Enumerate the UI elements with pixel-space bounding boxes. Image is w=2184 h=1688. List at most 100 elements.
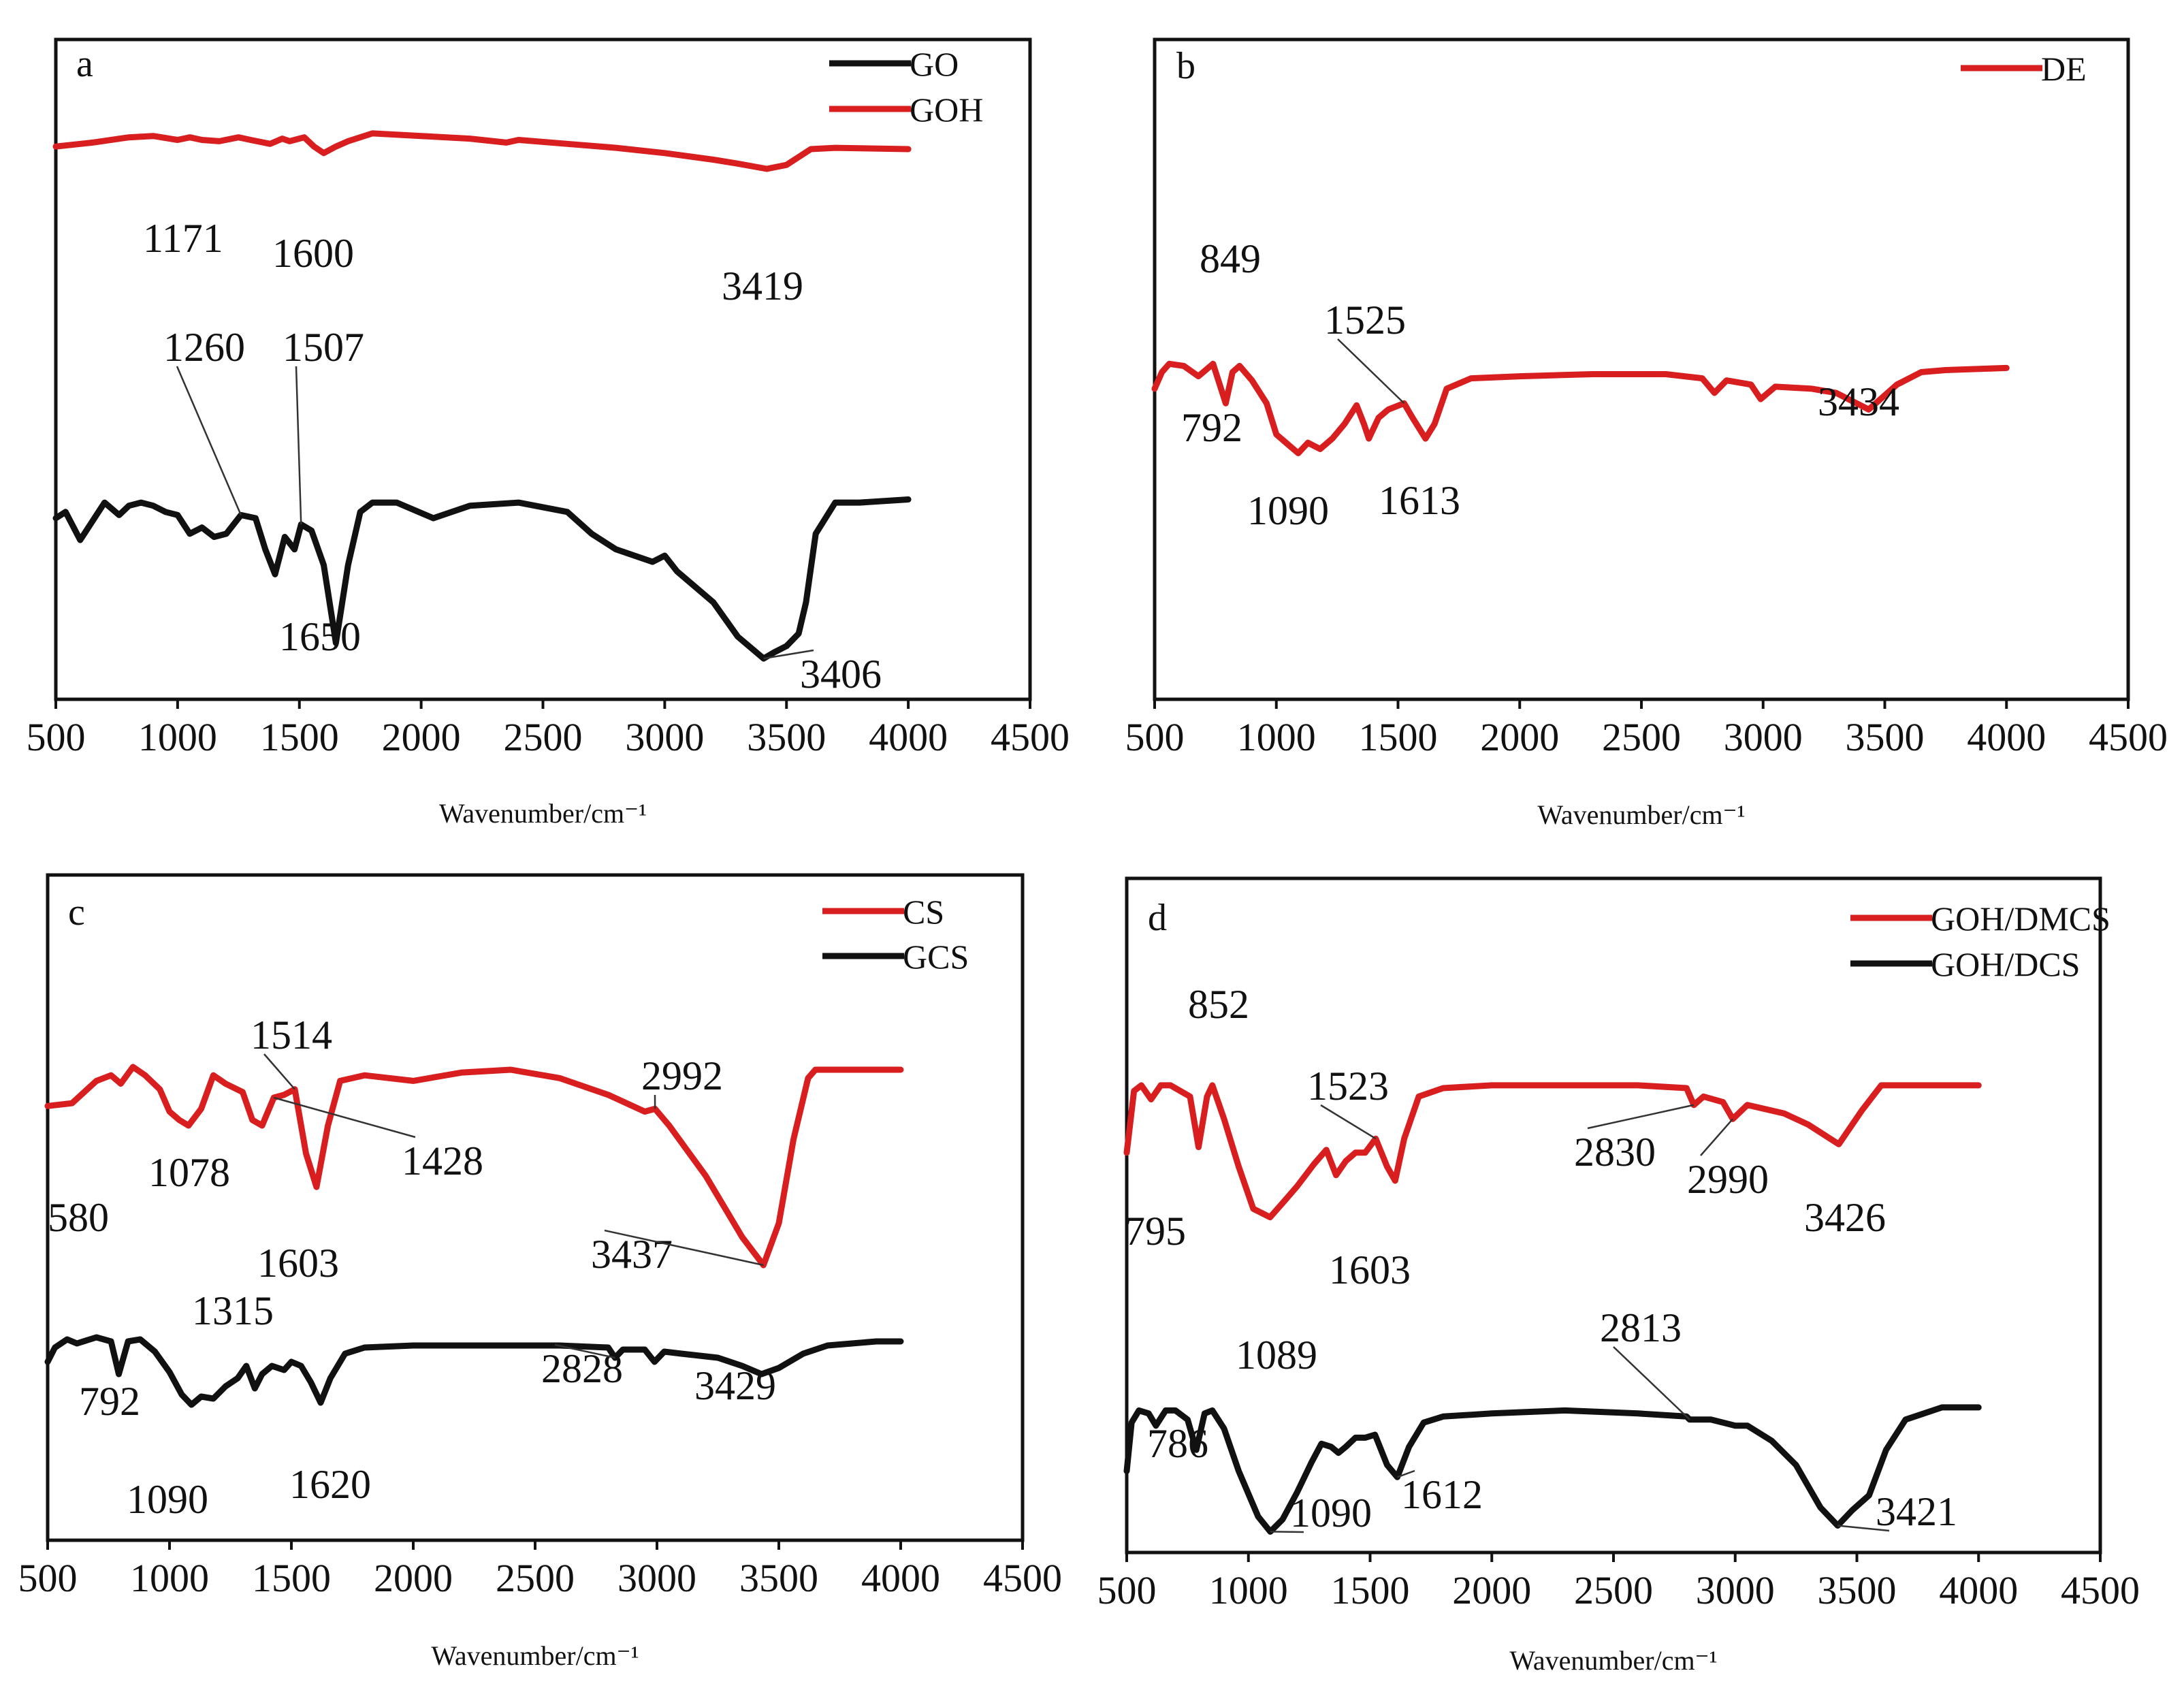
x-tick-label: 2500	[1574, 1568, 1653, 1612]
peak-label: 1089	[1236, 1333, 1317, 1378]
leader-line	[604, 1229, 764, 1267]
peak-label: 2828	[541, 1346, 623, 1391]
peak-label: 3406	[800, 652, 882, 697]
x-tick-label: 3500	[739, 1556, 818, 1600]
peak-label: 580	[48, 1195, 109, 1240]
peak-label: 1260	[163, 325, 245, 370]
x-tick-label: 4000	[869, 715, 948, 759]
peak-label: 1090	[127, 1477, 208, 1522]
x-tick-label: 4500	[983, 1556, 1062, 1600]
x-tick-label: 4500	[2089, 715, 2168, 759]
x-tick-label: 1000	[1209, 1568, 1288, 1612]
panel-a: 500 1000 1500 2000 2500 3000 3500 4000 4500 Waven…	[27, 37, 1070, 829]
peak-label: 1507	[283, 325, 364, 370]
x-tick-label: 1000	[138, 715, 217, 759]
panel-b: 500 1000 1500 2000 2500 3000 3500 4000 4500 Waven…	[1125, 37, 2168, 830]
legend-label: GOH/DMCS	[1931, 899, 2110, 938]
peak-label: 2990	[1687, 1157, 1769, 1202]
legend-label: GCS	[903, 938, 969, 976]
x-tick-label: 2000	[374, 1556, 453, 1600]
x-tick-label: 1000	[1237, 715, 1316, 759]
x-tick-label: 4500	[2061, 1568, 2140, 1612]
peak-label: 792	[1181, 405, 1242, 450]
spectrum-de	[1151, 360, 2010, 456]
x-tick-label: 3000	[1696, 1568, 1775, 1612]
leader-line	[176, 366, 242, 515]
x-tick-label: 4000	[1939, 1568, 2018, 1612]
x-tick-label: 4000	[861, 1556, 940, 1600]
x-tick-label: 4500	[991, 715, 1070, 759]
legend-label: GOH/DCS	[1931, 945, 2080, 983]
peak-label: 792	[79, 1379, 140, 1424]
leader-line	[1587, 1104, 1695, 1130]
x-tick-label: 1500	[1331, 1568, 1410, 1612]
x-tick-label: 1000	[130, 1556, 209, 1600]
leader-line	[273, 1096, 416, 1138]
spectrum-goh	[52, 130, 912, 172]
peak-label: 1315	[192, 1288, 274, 1333]
x-tick-label: 3500	[1846, 715, 1925, 759]
panel-letter: a	[76, 43, 93, 85]
peak-label: 1090	[1247, 488, 1329, 533]
x-tick-label: 3500	[1818, 1568, 1897, 1612]
leader-line	[1320, 1104, 1377, 1140]
peak-label: 1514	[251, 1013, 332, 1057]
peak-label: 1603	[1329, 1247, 1411, 1292]
peak-label: 2992	[641, 1053, 723, 1098]
peak-label: 1428	[402, 1138, 483, 1183]
x-tick-label: 3000	[617, 1556, 696, 1600]
peak-label: 1090	[1290, 1491, 1372, 1535]
x-tick-label: 2000	[382, 715, 461, 759]
leader-line	[1837, 1525, 1890, 1532]
leader-line	[1613, 1346, 1690, 1420]
legend-label: CS	[903, 893, 944, 931]
leader-line	[295, 366, 302, 525]
x-tick-label: 4000	[1967, 715, 2046, 759]
legend-label: GO	[910, 45, 959, 83]
panel-c: 500 1000 1500 2000 2500 3000 3500 4000 4500 Waven…	[18, 873, 1062, 1671]
peak-label: 852	[1188, 982, 1249, 1027]
x-tick-label: 500	[1125, 715, 1185, 759]
x-tick-label: 1500	[260, 715, 339, 759]
peak-label: 2830	[1574, 1130, 1656, 1175]
peak-label: 849	[1200, 236, 1261, 281]
panel-letter: c	[68, 891, 85, 934]
peak-label: 786	[1147, 1421, 1208, 1466]
panel-letter: b	[1176, 45, 1195, 87]
x-axis-title: Wavenumber/cm⁻¹	[439, 798, 647, 829]
peak-label: 3426	[1804, 1195, 1886, 1240]
x-axis-title: Wavenumber/cm⁻¹	[431, 1640, 639, 1671]
x-tick-label: 1500	[252, 1556, 331, 1600]
spectrum-goh-dmcs	[1123, 1082, 1982, 1221]
peak-label: 1171	[143, 216, 223, 261]
peak-label: 3421	[1876, 1489, 1957, 1534]
legend-label: GOH	[910, 91, 983, 129]
leader-line	[554, 1343, 615, 1359]
peak-label: 1613	[1379, 478, 1460, 523]
peak-label: 1650	[279, 614, 361, 659]
x-tick-label: 1500	[1359, 715, 1438, 759]
peak-label: 1603	[257, 1241, 339, 1286]
spectrum-go	[52, 496, 912, 662]
spectrum-cs	[44, 1064, 904, 1269]
leader-line	[1270, 1531, 1304, 1533]
x-axis-title: Wavenumber/cm⁻¹	[1537, 799, 1745, 830]
x-tick-label: 2000	[1452, 1568, 1531, 1612]
spectrum-gcs	[44, 1334, 904, 1408]
leader-line	[763, 649, 814, 660]
panel-letter: d	[1148, 897, 1167, 939]
x-tick-label: 2500	[496, 1556, 575, 1600]
peak-label: 1525	[1324, 298, 1406, 343]
peak-label: 1523	[1307, 1064, 1389, 1109]
peak-label: 1078	[148, 1150, 230, 1195]
leader-line	[263, 1053, 295, 1090]
panel-d: 500 1000 1500 2000 2500 3000 3500 4000 4500 Waven…	[1097, 876, 2140, 1676]
peak-label: 795	[1125, 1209, 1186, 1254]
leader-line	[1397, 1469, 1415, 1478]
peak-label: 2813	[1600, 1305, 1682, 1350]
x-tick-label: 3000	[625, 715, 704, 759]
legend-label: DE	[2041, 50, 2087, 88]
x-axis-title: Wavenumber/cm⁻¹	[1509, 1645, 1717, 1676]
x-tick-label: 2500	[1602, 715, 1681, 759]
peak-label: 1612	[1401, 1472, 1483, 1517]
